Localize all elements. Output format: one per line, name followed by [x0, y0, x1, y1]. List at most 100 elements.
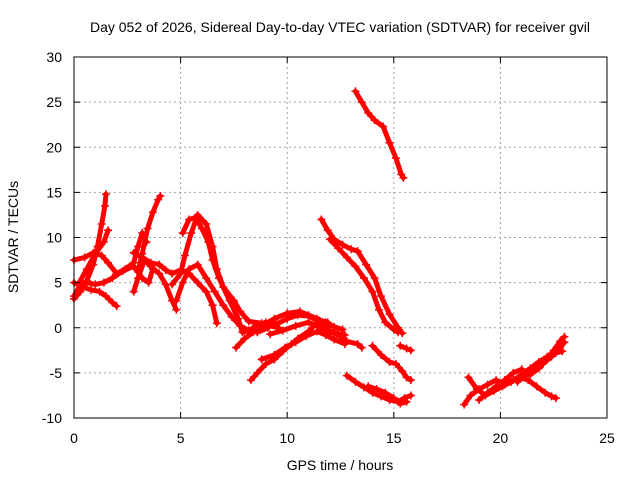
plus-marker [208, 301, 217, 310]
series-trail [131, 250, 220, 326]
plus-marker [368, 341, 377, 350]
plus-marker [323, 226, 332, 235]
plus-marker [204, 238, 213, 247]
plus-marker [394, 328, 403, 337]
y-tick-label: 15 [46, 184, 62, 200]
plus-marker [377, 392, 386, 401]
plus-marker [212, 319, 221, 328]
plus-marker [340, 339, 349, 348]
plus-marker [332, 330, 341, 339]
plus-marker [234, 314, 243, 323]
plus-marker [91, 249, 100, 258]
plus-marker [156, 191, 165, 200]
plus-marker [104, 226, 113, 235]
plus-marker [180, 251, 189, 260]
plus-marker [330, 335, 339, 344]
plus-marker [100, 201, 109, 210]
axis-ticks: 0 5 10 15 20 25 -10 -5 0 5 10 15 20 25 30 [42, 49, 615, 446]
plus-marker [325, 235, 334, 244]
plus-marker [385, 358, 394, 367]
plus-marker [391, 154, 400, 163]
plus-marker [406, 376, 415, 385]
plus-marker [351, 87, 360, 96]
plus-marker [261, 318, 270, 327]
x-tick-label: 15 [386, 430, 402, 446]
plus-marker [270, 350, 279, 359]
plus-marker [385, 310, 394, 319]
series-trail [352, 88, 406, 181]
plus-marker [500, 376, 509, 385]
plus-marker [266, 330, 275, 339]
plus-marker [178, 228, 187, 237]
y-tick-label: -5 [50, 365, 63, 381]
plus-marker [80, 253, 89, 262]
y-tick-label: 0 [54, 320, 62, 336]
plus-marker [283, 314, 292, 323]
plus-marker [249, 328, 258, 337]
series-trail [180, 215, 271, 335]
plus-marker [281, 343, 290, 352]
plus-marker [108, 298, 117, 307]
plus-marker [317, 215, 326, 224]
plus-marker [541, 388, 550, 397]
series-arc18 [325, 235, 403, 337]
plus-marker [155, 260, 164, 269]
series-trail [327, 236, 401, 335]
x-tick-label: 0 [70, 430, 78, 446]
plus-marker [236, 307, 245, 316]
series-arc19 [351, 87, 408, 182]
plus-marker [389, 394, 398, 403]
x-axis-title: GPS time / hours [287, 457, 394, 473]
x-tick-label: 20 [493, 430, 509, 446]
series-arc26 [475, 332, 569, 404]
plus-marker [91, 280, 100, 289]
plus-marker [172, 305, 181, 314]
series-arc08 [129, 248, 221, 328]
plus-marker [396, 399, 405, 408]
plus-marker [238, 328, 247, 337]
plus-marker [321, 330, 330, 339]
plus-marker [472, 385, 481, 394]
plus-marker [99, 278, 108, 287]
plus-marker [389, 325, 398, 334]
plus-marker [257, 355, 266, 364]
plus-marker [104, 258, 113, 267]
plus-marker [129, 287, 138, 296]
plus-marker [129, 258, 138, 267]
plus-marker [108, 274, 117, 283]
plus-marker [244, 317, 253, 326]
plus-marker [112, 269, 121, 278]
series-arc20 [396, 341, 415, 355]
plus-marker [391, 359, 400, 368]
plus-marker [532, 382, 541, 391]
plus-marker [547, 352, 556, 361]
plus-marker [99, 238, 108, 247]
y-tick-label: 30 [46, 49, 62, 65]
plus-marker [82, 278, 91, 287]
series-trail [318, 216, 405, 336]
plus-marker [364, 108, 373, 117]
plus-marker [101, 190, 110, 199]
plus-marker [193, 260, 202, 269]
y-tick-label: -10 [42, 410, 62, 426]
plus-marker [210, 287, 219, 296]
plus-marker [539, 359, 548, 368]
plus-marker [402, 373, 411, 382]
plus-marker [368, 287, 377, 296]
series-trail [267, 319, 365, 351]
plus-marker [138, 253, 147, 262]
plus-marker [144, 278, 153, 287]
plus-marker [168, 269, 177, 278]
plus-marker [97, 219, 106, 228]
plus-marker [483, 380, 492, 389]
y-tick-label: 25 [46, 94, 62, 110]
plus-marker [556, 343, 565, 352]
plus-marker [483, 388, 492, 397]
plus-marker [464, 373, 473, 382]
plus-marker [323, 318, 332, 327]
y-tick-label: 10 [46, 230, 62, 246]
plus-marker [202, 219, 211, 228]
plus-marker [398, 367, 407, 376]
plus-marker [246, 376, 255, 385]
